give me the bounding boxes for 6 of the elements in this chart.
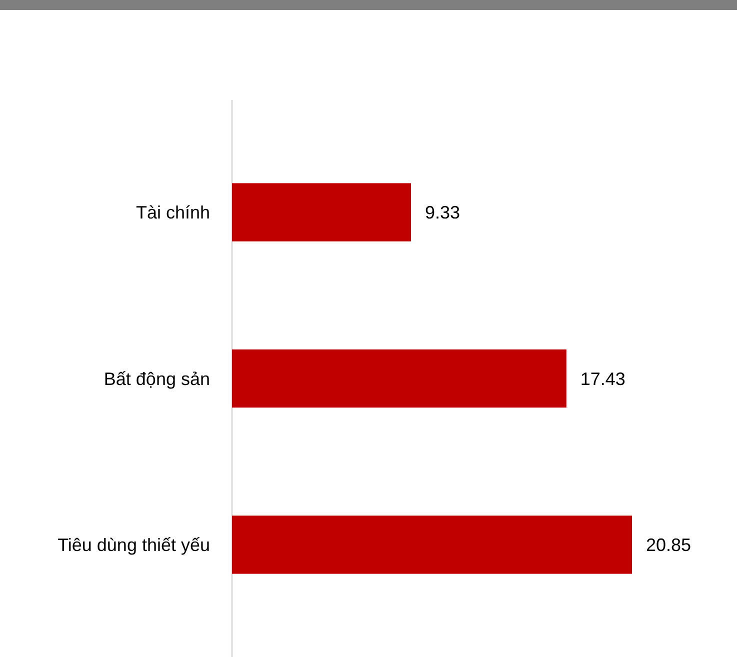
y-tick-label: Tài chính (136, 202, 210, 223)
y-tick-label: Tiêu dùng thiết yếu (58, 535, 210, 556)
data-label: 9.33 (424, 202, 460, 223)
data-label: 17.43 (580, 368, 626, 389)
data-label: 20.85 (646, 535, 692, 556)
y-tick-label: Bất động sản (104, 368, 210, 389)
